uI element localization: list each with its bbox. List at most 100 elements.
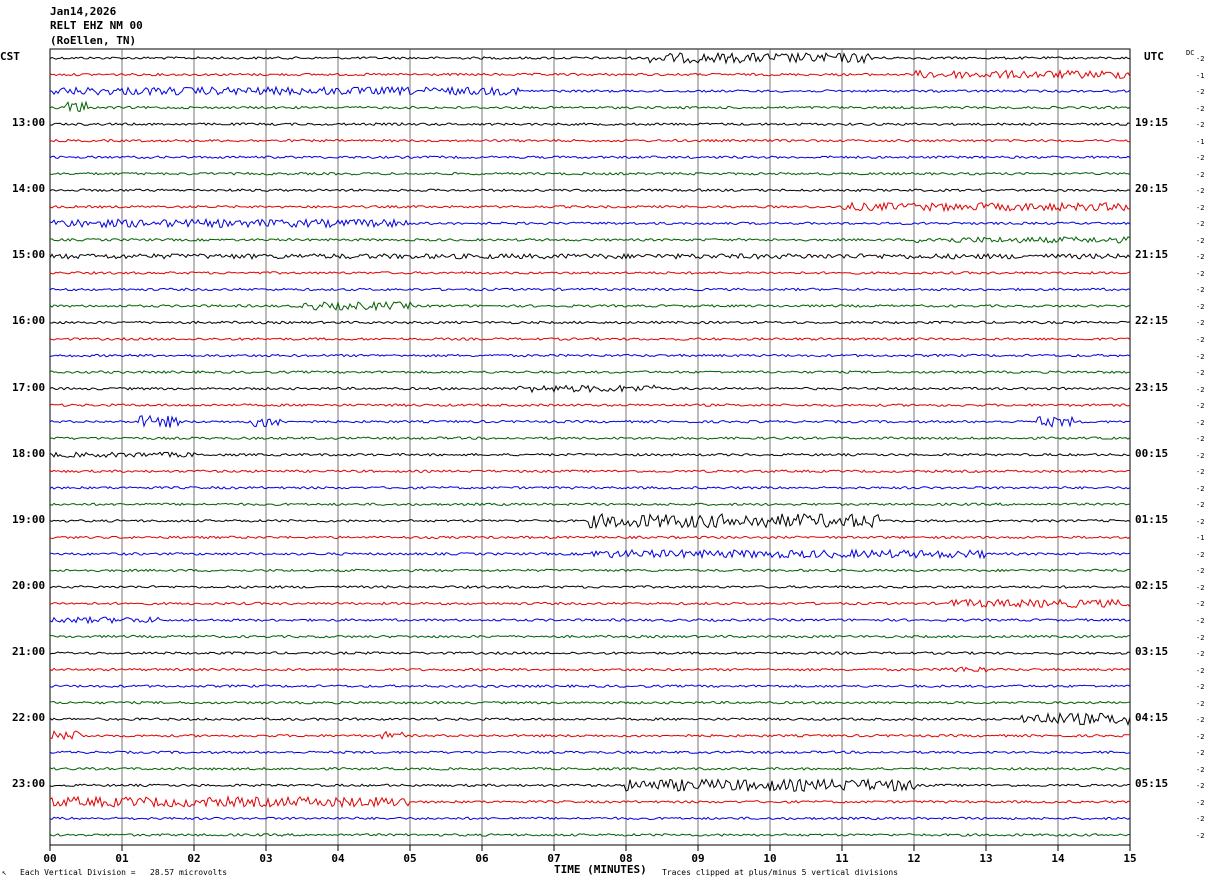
cst-hour-label: 20:00 [12,578,46,592]
utc-hour-label: 21:15 [1135,248,1169,262]
dc-offset-value: -2 [1196,236,1205,245]
trace-line [49,69,1131,80]
dc-offset-value: -2 [1196,501,1205,510]
trace-line [49,651,1131,655]
dc-offset-value: -2 [1196,451,1205,460]
dc-offset-value: -2 [1196,187,1205,196]
cst-hour-label: 16:00 [12,314,46,328]
dc-offset-value: -2 [1196,683,1205,692]
trace-line [49,730,1130,741]
dc-offset-value: -1 [1196,71,1205,80]
trace-line [49,684,1131,689]
dc-offset-value: -2 [1196,369,1205,378]
x-tick-label: 01 [115,852,129,865]
utc-hour-label: 01:15 [1135,512,1169,526]
trace-line [49,585,1131,589]
dc-offset-value: -2 [1196,269,1205,278]
utc-hour-label: 03:15 [1135,645,1169,659]
trace-line [49,750,1131,755]
minute-gridlines [121,49,1059,845]
trace-line [49,816,1131,821]
cst-hour-label: 19:00 [12,512,46,526]
x-axis-label: TIME (MINUTES) [554,863,647,876]
trace-line [49,353,1131,358]
dc-offset-value: -2 [1196,286,1205,295]
trace-line [49,270,1131,275]
dc-offset-value: -2 [1196,666,1205,675]
x-tick-label: 03 [259,852,273,865]
x-tick-label: 06 [475,852,489,865]
trace-line [49,217,1131,229]
trace-line [49,535,1131,540]
trace-line [49,252,1131,260]
trace-line [49,711,1131,727]
dc-offset-value: -2 [1196,815,1205,824]
dc-offset-value: -2 [1196,633,1205,642]
dc-offset-value: -2 [1196,336,1205,344]
cst-hour-label: 23:00 [12,777,46,791]
dc-offset-value: -1 [1196,137,1205,146]
cst-hour-label: 17:00 [12,380,46,394]
trace-line [49,485,1131,490]
trace-line [49,634,1131,639]
left-timezone-label: CST [0,50,20,63]
dc-offset-value: -2 [1196,253,1205,262]
trace-line [49,414,1131,428]
station-code: RELT EHZ NM 00 [50,19,143,32]
x-tick-label: 12 [907,852,921,865]
utc-hour-label: 22:15 [1135,314,1169,328]
trace-line [49,451,1131,459]
trace-line [49,300,1131,312]
dc-offset-value: -1 [1196,534,1205,543]
dc-offset-value: -2 [1196,352,1205,361]
x-tick-label: 14 [1051,852,1065,865]
dc-offset-value: -2 [1196,55,1205,63]
cst-hour-label: 14:00 [12,182,46,196]
x-tick-label: 15 [1123,852,1137,865]
dc-offset-value: -2 [1196,583,1205,592]
cst-hour-label: 22:00 [12,711,46,725]
dc-offset-value: -2 [1196,550,1205,559]
dc-offset-value: -2 [1196,170,1205,179]
utc-hour-label: 00:15 [1135,446,1169,460]
x-axis-ticks [49,845,1131,851]
dc-offset-value: -2 [1196,385,1205,394]
trace-line [49,615,1131,625]
dc-offset-value: -2 [1196,699,1205,708]
axis-corner-mark: ↖ [2,868,7,877]
dc-offset-value: -2 [1196,798,1205,807]
cst-hour-label: 13:00 [12,116,46,130]
trace-line [49,287,1131,292]
trace-line [49,666,1131,673]
trace-line [49,548,1131,560]
x-tick-label: 10 [763,852,777,865]
utc-hour-label: 23:15 [1135,380,1169,394]
trace-line [49,384,1131,394]
trace-line [49,122,1131,127]
trace-line [49,568,1131,573]
dc-offset-value: -2 [1196,517,1205,526]
x-tick-label: 05 [403,852,417,865]
trace-line [49,700,1130,705]
cst-hour-label: 15:00 [12,248,46,262]
right-timezone-label: UTC [1144,50,1164,63]
dc-offset-value: -2 [1196,121,1205,130]
dc-offset-value: -2 [1196,617,1205,626]
trace-line [49,51,1131,65]
trace-line [49,100,1131,113]
dc-offset-value: -2 [1196,831,1205,840]
trace-line [49,85,1131,97]
dc-offset-value: -2 [1196,650,1205,659]
trace-line [49,777,1130,792]
dc-offset-value: -2 [1196,418,1205,427]
utc-hour-label: 19:15 [1135,116,1169,130]
trace-line [49,188,1131,193]
trace-line [49,512,1131,530]
helicorder-traces [49,51,1131,837]
trace-line [49,370,1131,375]
dc-offset-value: -2 [1196,104,1205,113]
record-date: Jan14,2026 [50,5,117,18]
trace-line [49,337,1131,341]
utc-hour-label: 02:15 [1135,578,1169,592]
x-tick-label: 02 [187,852,201,865]
